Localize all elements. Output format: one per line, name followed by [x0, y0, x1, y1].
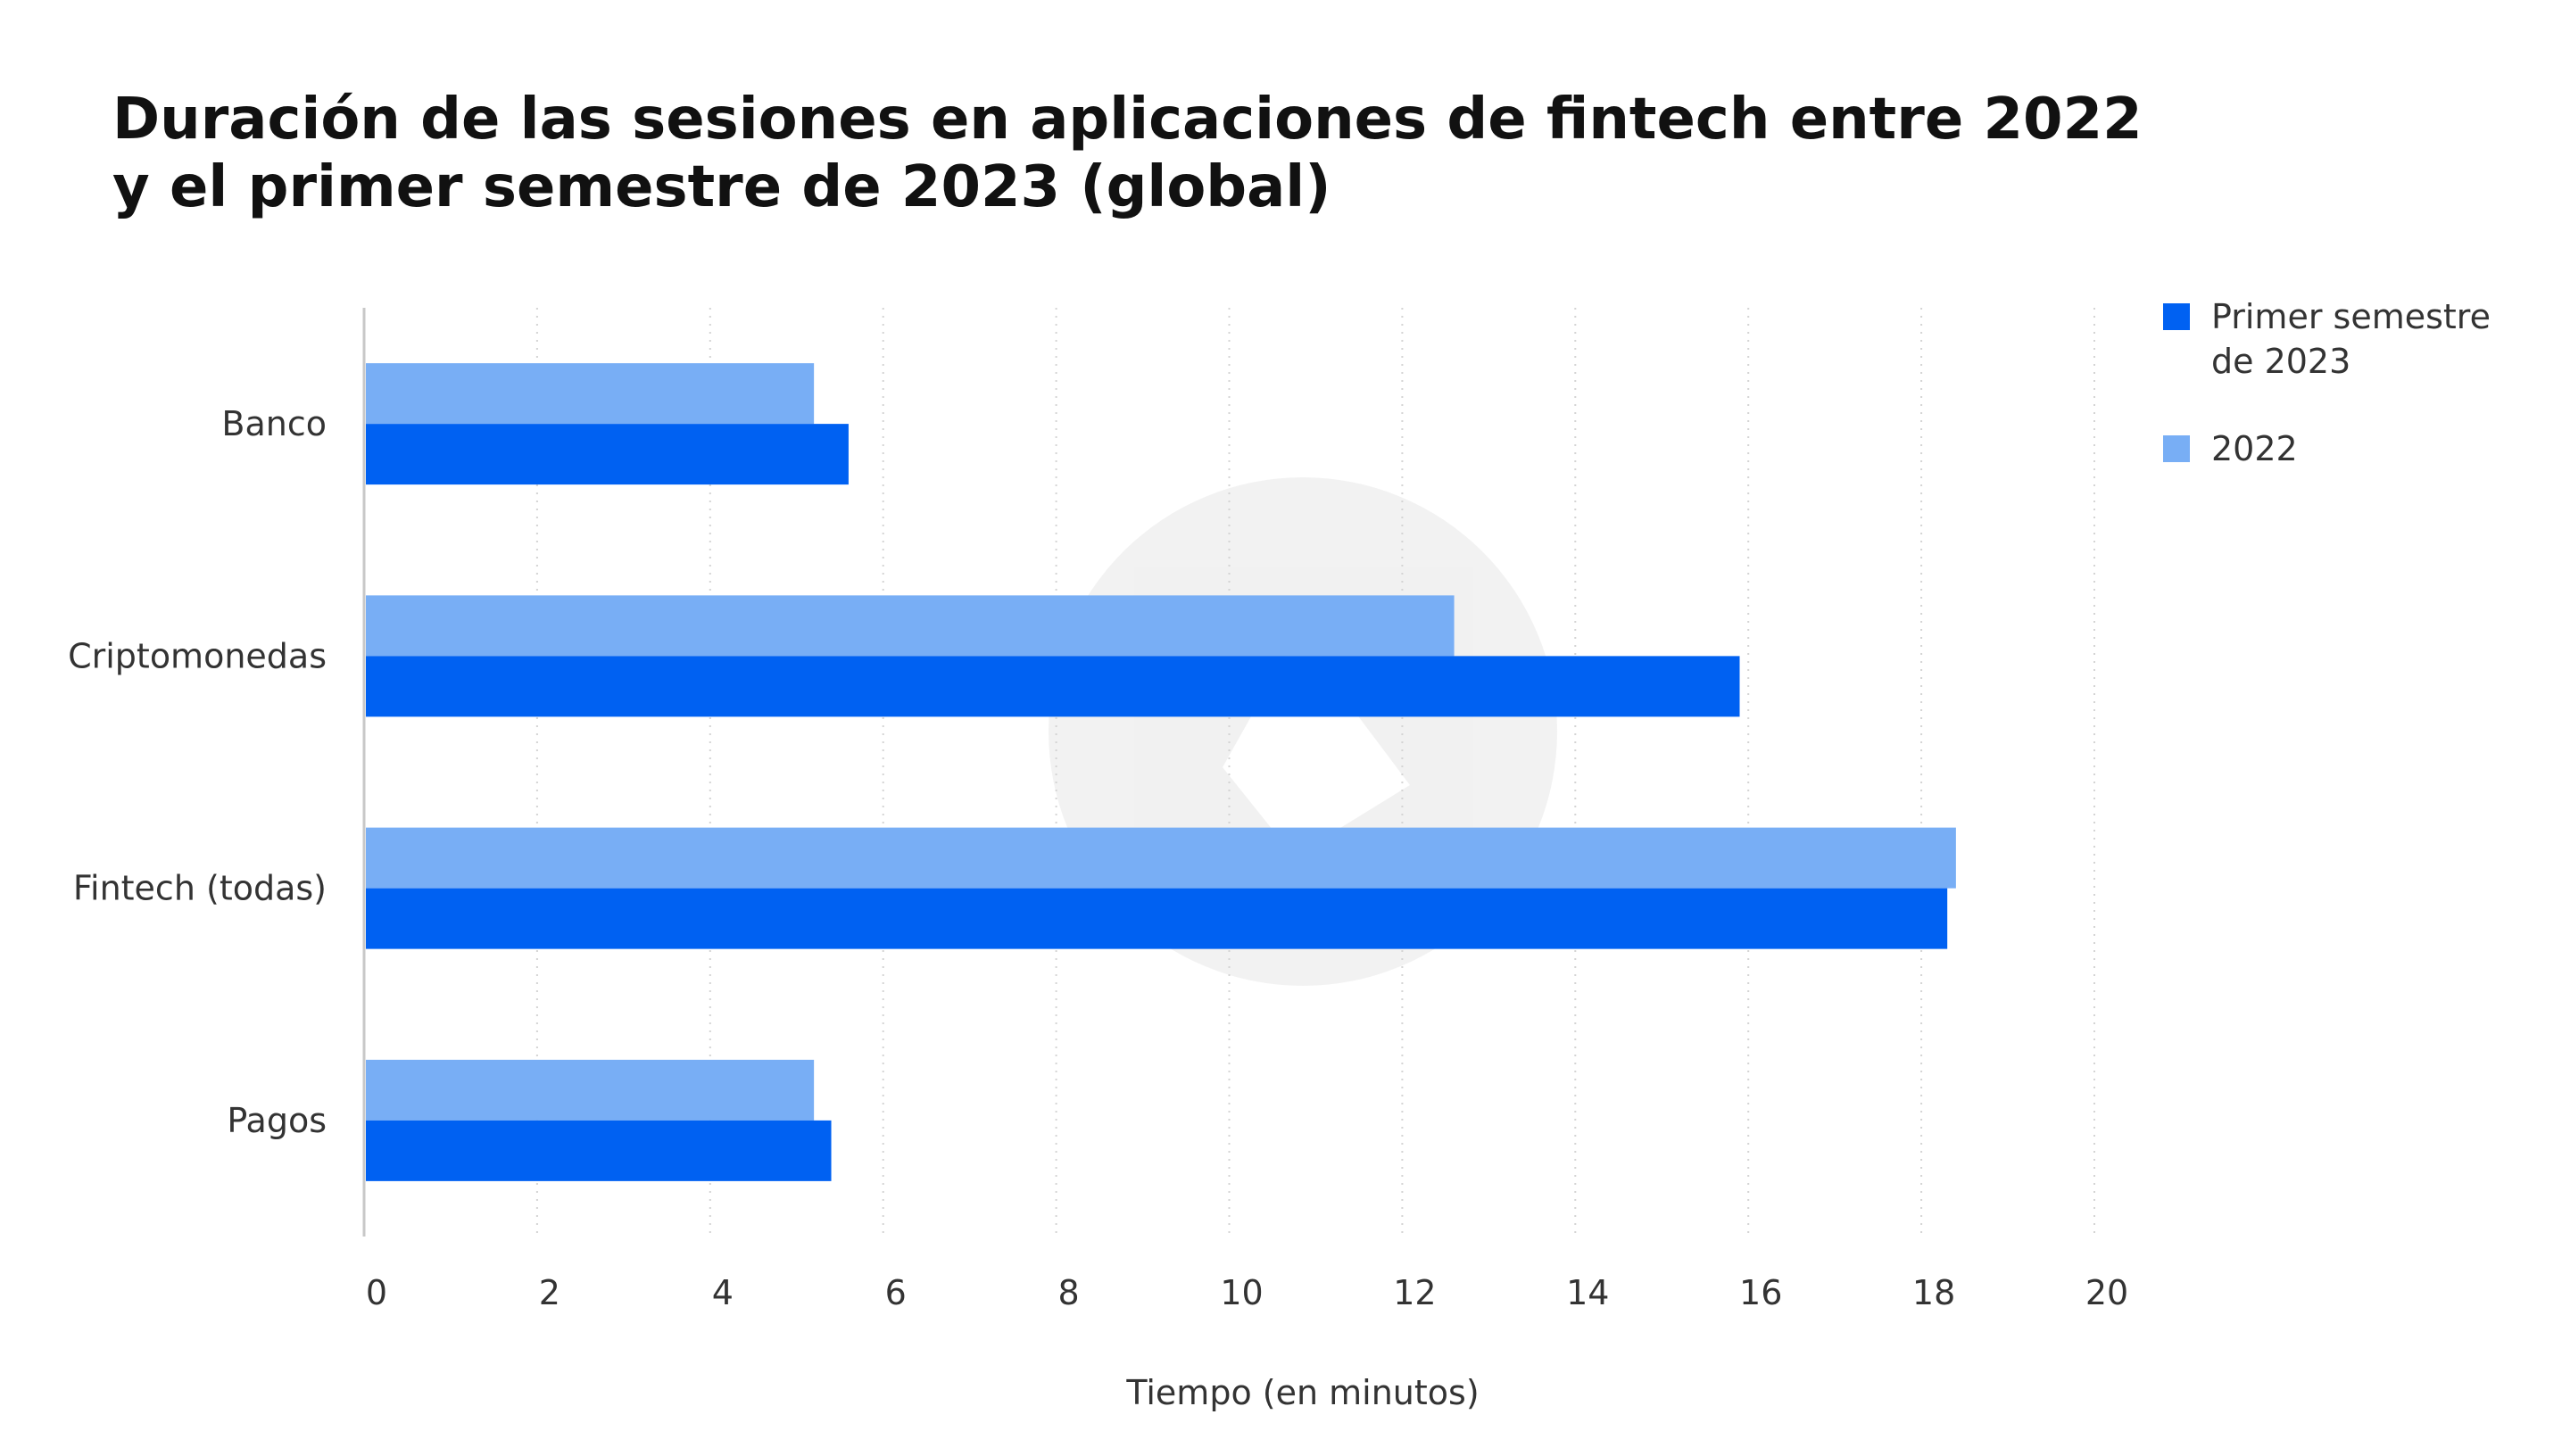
legend-swatch-2022: [2163, 435, 2190, 462]
legend: Primer semestre de 2023 2022: [2163, 294, 2538, 514]
category-labels: Banco Criptomonedas Fintech (todas) Pagos: [68, 404, 327, 1140]
x-tick-label-8: 8: [1058, 1273, 1080, 1312]
category-label-fintech-todas: Fintech (todas): [73, 869, 327, 908]
legend-label-2022: 2022: [2211, 429, 2298, 468]
x-tick-label-20: 20: [2085, 1273, 2128, 1312]
category-label-criptomonedas: Criptomonedas: [68, 636, 327, 675]
x-tick-label-16: 16: [1739, 1273, 1782, 1312]
x-tick-label-10: 10: [1220, 1273, 1263, 1312]
legend-item-2022: 2022: [2163, 426, 2538, 471]
x-tick-label-14: 14: [1566, 1273, 1609, 1312]
bars: [366, 363, 1956, 1181]
bar-fintech-todas-primer-semestre-de-2023: [366, 888, 1948, 949]
bar-pagos-primer-semestre-de-2023: [366, 1120, 832, 1181]
x-axis-label: Tiempo (en minutos): [1125, 1373, 1479, 1412]
x-tick-label-2: 2: [539, 1273, 560, 1312]
x-tick-labels: 0 2 4 6 8 10 12 14 16 18 20: [366, 1273, 2128, 1312]
x-tick-label-6: 6: [885, 1273, 907, 1312]
x-tick-label-4: 4: [712, 1273, 734, 1312]
bar-criptomonedas-primer-semestre-de-2023: [366, 656, 1740, 717]
chart-title: Duración de las sesiones en aplicaciones…: [112, 87, 2143, 220]
legend-swatch-primer-semestre-2023: [2163, 303, 2190, 330]
x-tick-label-18: 18: [1912, 1273, 1955, 1312]
x-tick-label-12: 12: [1393, 1273, 1436, 1312]
bar-banco-2022: [366, 363, 815, 425]
category-label-pagos: Pagos: [227, 1101, 327, 1140]
bar-fintech-todas-2022: [366, 827, 1956, 889]
bar-pagos-2022: [366, 1059, 815, 1121]
bar-criptomonedas-2022: [366, 595, 1455, 657]
legend-label-primer-semestre-2023: Primer semestre de 2023: [2211, 297, 2491, 381]
bar-banco-primer-semestre-de-2023: [366, 424, 849, 485]
x-tick-label-0: 0: [366, 1273, 387, 1312]
category-label-banco: Banco: [221, 404, 327, 443]
legend-item-primer-semestre-2023: Primer semestre de 2023: [2163, 294, 2538, 384]
